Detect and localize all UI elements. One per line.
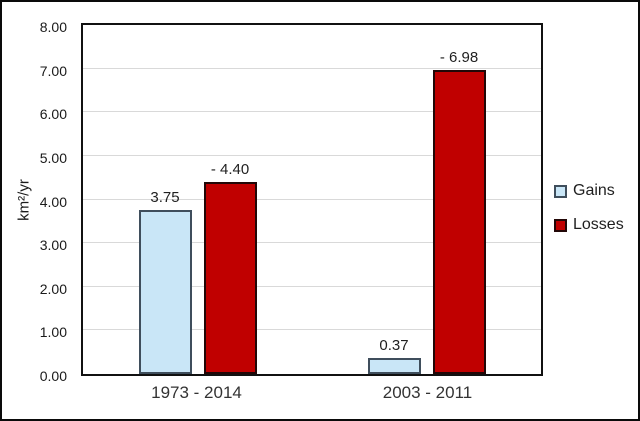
y-tick-label: 5.00	[39, 149, 67, 166]
bar-losses-1	[432, 69, 486, 374]
legend-label-losses: Losses	[573, 216, 624, 233]
losses-swatch-icon	[554, 218, 567, 232]
y-tick-label: 1.00	[39, 324, 67, 341]
y-tick-label: 4.00	[39, 193, 67, 210]
bar-value-label: 0.37	[379, 336, 409, 354]
plot-area: 3.75 - 4.40 0.37 - 6.98	[81, 23, 543, 376]
bar-gains-0	[138, 210, 192, 374]
bar-gains-1	[367, 357, 421, 374]
gridline	[83, 111, 541, 113]
gridline	[83, 285, 541, 287]
y-tick-label: 7.00	[39, 62, 67, 79]
bar-value-label: - 4.40	[210, 161, 250, 179]
legend-label-gains: Gains	[573, 182, 615, 199]
legend-item-gains: Gains	[554, 182, 624, 200]
bar-value-label: - 6.98	[439, 48, 479, 66]
bar-value-label: 3.75	[150, 189, 180, 207]
y-axis-tick-labels: 0.00 1.00 2.00 3.00 4.00 5.00 6.00 7.00 8.00	[2, 19, 74, 384]
gains-swatch-icon	[554, 184, 567, 198]
x-category-label: 1973 - 2014	[151, 383, 242, 402]
bar-losses-0	[203, 182, 257, 374]
gridline	[83, 198, 541, 200]
y-tick-label: 3.00	[39, 237, 67, 254]
y-tick-label: 8.00	[39, 19, 67, 35]
x-axis-category-labels: 1973 - 2014 2003 - 2011	[81, 383, 543, 407]
gridline	[83, 154, 541, 156]
y-tick-label: 2.00	[39, 280, 67, 297]
legend-item-losses: Losses	[554, 216, 624, 234]
gridline	[83, 67, 541, 69]
y-tick-label: 6.00	[39, 106, 67, 123]
y-tick-label: 0.00	[39, 368, 67, 384]
gridline	[83, 329, 541, 331]
gridline	[83, 242, 541, 244]
legend: Gains Losses	[554, 182, 624, 234]
x-category-label: 2003 - 2011	[382, 383, 473, 402]
